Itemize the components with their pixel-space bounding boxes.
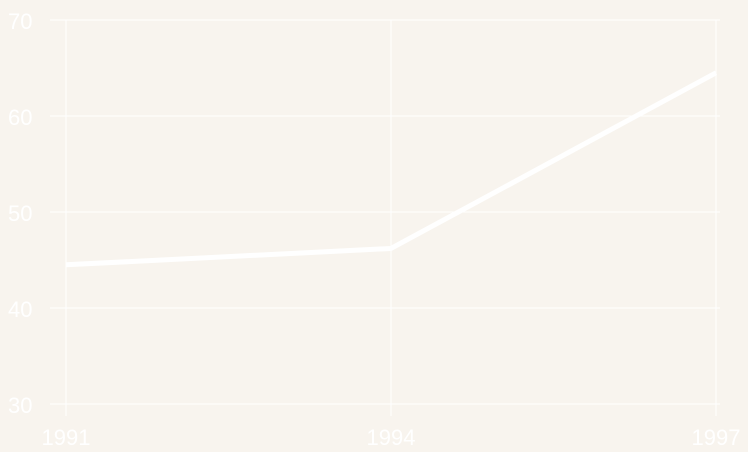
y-tick-label: 40 — [8, 297, 32, 322]
x-tick-label: 1991 — [42, 425, 91, 450]
x-tick-label: 1994 — [367, 425, 416, 450]
y-tick-label: 50 — [8, 201, 32, 226]
line — [65, 70, 718, 268]
y-tick-label: 30 — [8, 393, 32, 418]
x-tick-label: 1997 — [692, 425, 741, 450]
y-tick-label: 70 — [8, 9, 32, 34]
y-tick-label: 60 — [8, 105, 32, 130]
